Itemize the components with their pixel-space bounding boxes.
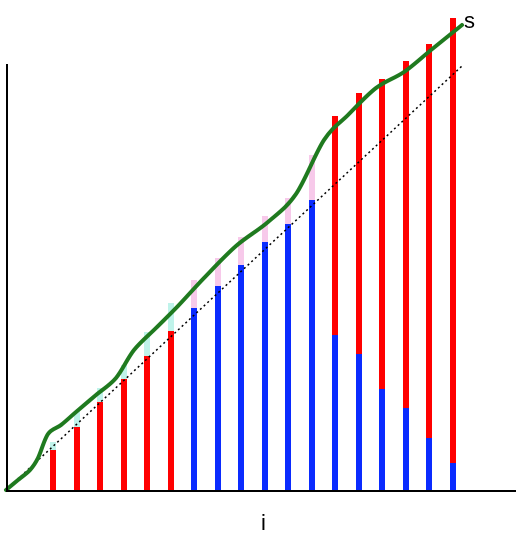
curve-label: s (464, 8, 475, 33)
bar-15-red-segment (379, 79, 385, 389)
bar-11-light-segment (285, 198, 291, 224)
bar-5-light-segment (144, 332, 150, 356)
bar-15-blue-segment (379, 389, 385, 490)
bar-18-red-segment (450, 18, 456, 463)
diagonal-reference-line (5, 65, 463, 491)
bar-16-red-segment (403, 61, 409, 408)
bar-14-blue-segment (356, 354, 362, 490)
bar-1-light-segment (50, 442, 56, 450)
bar-4-light-segment (121, 365, 127, 379)
bar-9-blue-segment (238, 265, 244, 490)
bar-4-red-segment (121, 379, 127, 490)
bars-group (50, 18, 456, 490)
bar-18-blue-segment (450, 463, 456, 490)
bar-7-blue-segment (191, 308, 197, 490)
bar-8-light-segment (215, 258, 221, 286)
s-curve (4, 23, 464, 492)
bar-3-red-segment (97, 402, 103, 490)
bar-9-light-segment (238, 237, 244, 265)
bar-7-light-segment (191, 280, 197, 308)
bar-5-red-segment (144, 356, 150, 490)
bar-6-light-segment (168, 303, 174, 331)
bar-10-light-segment (262, 216, 268, 242)
bar-1-red-segment (50, 450, 56, 490)
bar-12-blue-segment (309, 200, 315, 490)
bar-13-blue-segment (332, 335, 338, 490)
bar-17-red-segment (426, 44, 432, 438)
bar-6-red-segment (168, 331, 174, 490)
bar-2-light-segment (74, 411, 80, 427)
bar-10-blue-segment (262, 242, 268, 490)
bar-16-blue-segment (403, 408, 409, 490)
bar-11-blue-segment (285, 224, 291, 490)
bar-14-red-segment (356, 93, 362, 354)
bar-12-light-segment (309, 155, 315, 200)
x-axis-label: i (261, 510, 266, 535)
bar-3-light-segment (97, 388, 103, 402)
bar-8-blue-segment (215, 286, 221, 490)
bar-17-blue-segment (426, 438, 432, 490)
bar-2-red-segment (74, 427, 80, 490)
bar-13-red-segment (332, 116, 338, 335)
